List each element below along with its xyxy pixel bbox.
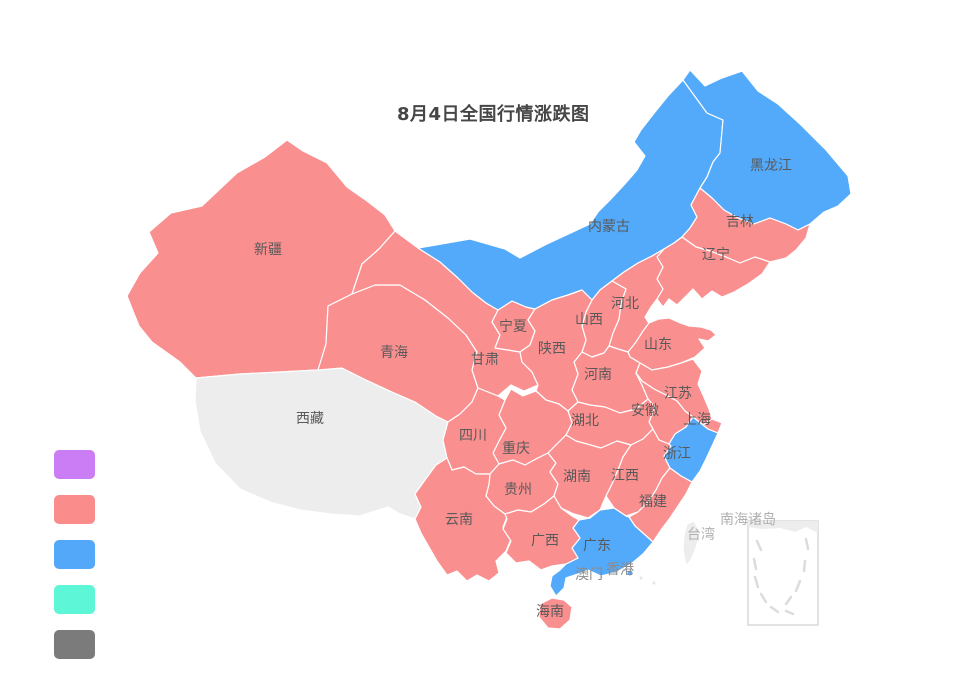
neimenggu-label: 内蒙古 [588, 219, 630, 235]
xinjiang-label: 新疆 [254, 242, 282, 258]
heilongjiang-label: 黑龙江 [750, 158, 792, 174]
nanhaizhudao-label: 南海诸岛 [720, 512, 776, 528]
island-dot-2 [652, 581, 656, 585]
legend-swatch-purple[interactable] [54, 450, 95, 479]
inset-dash-7 [804, 537, 810, 551]
guizhou-label: 贵州 [504, 482, 532, 498]
shandong-label: 山东 [644, 337, 672, 353]
jilin-label: 吉林 [726, 214, 754, 230]
shanghai-region[interactable] [702, 418, 723, 434]
shanghai-label: 上海 [683, 412, 711, 428]
hainan-label: 海南 [536, 604, 564, 620]
inset-dash-9 [794, 579, 802, 593]
guangdong-label: 广东 [583, 538, 611, 554]
shaanxi-label: 陕西 [538, 341, 566, 357]
island-dot-1 [639, 576, 643, 580]
yunnan-label: 云南 [445, 512, 473, 528]
hunan-label: 湖南 [563, 469, 591, 485]
hainan-region[interactable] [538, 597, 573, 630]
inset-dash-8 [802, 559, 807, 573]
xizang-label: 西藏 [296, 411, 324, 427]
hongkong-dot [627, 570, 633, 576]
gansu-label: 甘肃 [471, 352, 499, 368]
taiwan-label: 台湾 [687, 526, 715, 543]
map-title: 8月4日全国行情涨跌图 [397, 104, 590, 125]
jiangsu-label: 江苏 [664, 386, 692, 402]
macau-dot [599, 575, 603, 579]
fujian-label: 福建 [639, 494, 667, 510]
legend-swatch-blue[interactable] [54, 540, 95, 569]
inset-dash-1 [755, 539, 763, 552]
zhejiang-label: 浙江 [663, 446, 691, 462]
liaoning-label: 辽宁 [702, 246, 730, 263]
chongqing-label: 重庆 [502, 441, 530, 457]
legend-swatch-gray[interactable] [54, 630, 95, 659]
legend-swatch-pink[interactable] [54, 495, 95, 524]
south-china-sea-inset [747, 520, 819, 626]
guangxi-region[interactable] [502, 495, 581, 571]
xianggang-label: 香港 [606, 562, 634, 578]
anhui-label: 安徽 [631, 403, 659, 419]
taiwan-region[interactable] [682, 520, 700, 567]
inset-dash-10 [784, 595, 793, 606]
map-regions-layer [126, 69, 852, 630]
jilin-region[interactable] [681, 187, 811, 264]
inset-dash-3 [753, 575, 760, 589]
inset-dash-5 [769, 605, 780, 614]
map-markers-layer [599, 570, 656, 585]
hubei-label: 湖北 [571, 413, 599, 429]
aomen-label: 澳门 [575, 567, 603, 583]
sichuan-label: 四川 [459, 428, 487, 444]
legend-swatch-teal[interactable] [54, 585, 95, 614]
inset-coastline [748, 521, 818, 533]
henan-label: 河南 [584, 367, 612, 383]
qinghai-label: 青海 [380, 345, 408, 361]
yunnan-region[interactable] [414, 457, 512, 582]
guangxi-label: 广西 [531, 533, 559, 549]
inset-border [747, 520, 819, 626]
inset-dash-4 [759, 592, 768, 604]
jiangxi-label: 江西 [611, 468, 639, 484]
inset-dash-6 [784, 609, 795, 616]
ningxia-label: 宁夏 [499, 318, 527, 335]
inset-dash-2 [752, 557, 758, 571]
shanxi-label: 山西 [575, 312, 603, 328]
hebei-label: 河北 [611, 296, 639, 312]
